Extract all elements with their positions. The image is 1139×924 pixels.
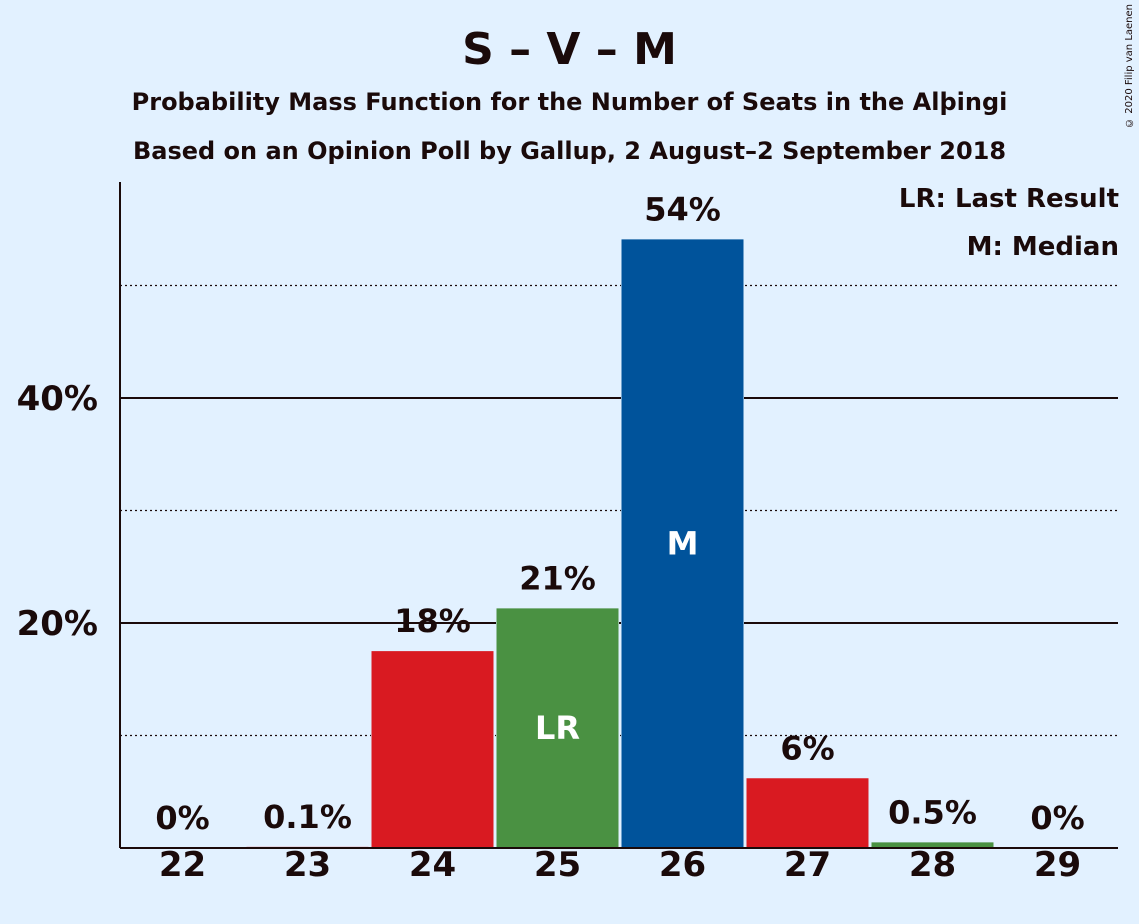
bar-marker-label: LR [535, 709, 580, 747]
x-tick-label: 23 [284, 845, 331, 885]
x-tick-label: 26 [659, 845, 706, 885]
chart-title: S – V – M [462, 24, 677, 75]
bar [496, 608, 619, 848]
x-tick-label: 29 [1034, 845, 1081, 885]
bar [371, 651, 494, 848]
data-label: 0.1% [263, 798, 352, 836]
y-tick-label: 40% [17, 379, 98, 419]
legend-median: M: Median [966, 232, 1119, 262]
x-tick-label: 27 [784, 845, 831, 885]
chart-subtitle: Probability Mass Function for the Number… [131, 88, 1008, 116]
y-tick-label: 20% [17, 604, 98, 644]
bar-gap [246, 844, 369, 848]
x-tick-label: 24 [409, 845, 456, 885]
data-label: 21% [519, 559, 596, 597]
data-label: 6% [780, 729, 834, 767]
chart-source-subtitle: Based on an Opinion Poll by Gallup, 2 Au… [132, 137, 1007, 165]
bar-marker-label: M [667, 525, 699, 563]
bar [746, 778, 869, 848]
x-tick-label: 25 [534, 845, 581, 885]
data-label: 0.5% [888, 793, 977, 831]
x-tick-label: 28 [909, 845, 956, 885]
data-label: 18% [394, 602, 471, 640]
legend-last-result: LR: Last Result [898, 184, 1119, 214]
x-tick-label: 22 [159, 845, 206, 885]
bar [621, 239, 744, 848]
data-label: 54% [644, 190, 721, 228]
bar [871, 842, 994, 848]
data-label: 0% [155, 799, 209, 837]
data-label: 0% [1030, 799, 1084, 837]
